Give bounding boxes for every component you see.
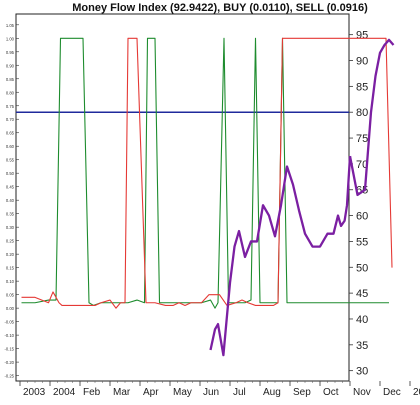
left-tick-label: 0.35	[6, 212, 15, 217]
x-tick-label: Sep	[293, 387, 311, 398]
left-tick-label: 0.45	[6, 185, 15, 190]
left-tick-label: 0.70	[6, 117, 15, 122]
left-tick-label: 0.25	[6, 239, 15, 244]
right-tick-label: 85	[356, 81, 368, 93]
left-tick-label: 0.10	[6, 279, 15, 284]
chart-title: Money Flow Index (92.9422), BUY (0.0110)…	[72, 2, 368, 14]
left-tick-label: -0.10	[4, 333, 14, 338]
left-tick-label: 0.75	[6, 104, 15, 109]
x-tick-label: 2003	[23, 387, 46, 398]
left-tick-label: 0.95	[6, 50, 15, 55]
x-tick-label: Oct	[323, 387, 339, 398]
left-tick-label: -0.15	[4, 347, 14, 352]
left-tick-label: 0.15	[6, 266, 15, 271]
left-tick-label: -0.20	[4, 360, 14, 365]
right-tick-label: 80	[356, 107, 368, 119]
left-tick-label: -0.05	[4, 320, 14, 325]
right-tick-label: 40	[356, 314, 368, 326]
left-tick-label: 0.40	[6, 198, 15, 203]
x-tick-label: Apr	[143, 387, 159, 398]
right-tick-label: 70	[356, 159, 368, 171]
left-tick-label: 0.65	[6, 131, 15, 136]
left-tick-label: 0.85	[6, 77, 15, 82]
left-tick-label: 0.30	[6, 225, 15, 230]
right-tick-label: 55	[356, 236, 368, 248]
x-tick-label: Feb	[83, 387, 101, 398]
right-tick-label: 45	[356, 288, 368, 300]
x-tick-label: Jun	[203, 387, 219, 398]
left-tick-label: 0.60	[6, 144, 15, 149]
x-tick-label: 2005	[413, 387, 420, 398]
plot-frame	[15, 13, 350, 382]
x-tick-label: Dec	[383, 387, 401, 398]
x-tick-label: Aug	[263, 387, 281, 398]
x-tick-label: May	[173, 387, 192, 398]
left-tick-label: 0.50	[6, 171, 15, 176]
series-line-sell	[21, 37, 393, 309]
right-tick-label: 60	[356, 211, 368, 223]
series-line-mfi	[209, 156, 352, 357]
right-tick-label: 50	[356, 262, 368, 274]
x-tick-label: Mar	[113, 387, 131, 398]
left-tick-label: 0.05	[6, 293, 15, 298]
left-tick-label: -0.25	[4, 374, 14, 379]
right-tick-label: 75	[356, 133, 368, 145]
right-tick-label: 35	[356, 340, 368, 352]
left-tick-label: 1.05	[6, 23, 15, 28]
left-tick-label: 0.90	[6, 63, 15, 68]
left-tick-label: 1.00	[6, 36, 15, 41]
right-tick-label: 30	[356, 366, 368, 378]
right-tick-label: 95	[356, 30, 368, 42]
x-tick-label: Nov	[353, 387, 371, 398]
series-line-buy	[21, 37, 389, 309]
x-tick-label: Jul	[233, 387, 246, 398]
left-tick-label: 0.00	[6, 306, 15, 311]
x-tick-label: 2004	[53, 387, 76, 398]
left-tick-label: 0.20	[6, 252, 15, 257]
series-line-mfi2	[348, 38, 395, 197]
right-tick-label: 90	[356, 56, 368, 68]
left-tick-label: 0.55	[6, 158, 15, 163]
left-tick-label: 0.80	[6, 90, 15, 95]
